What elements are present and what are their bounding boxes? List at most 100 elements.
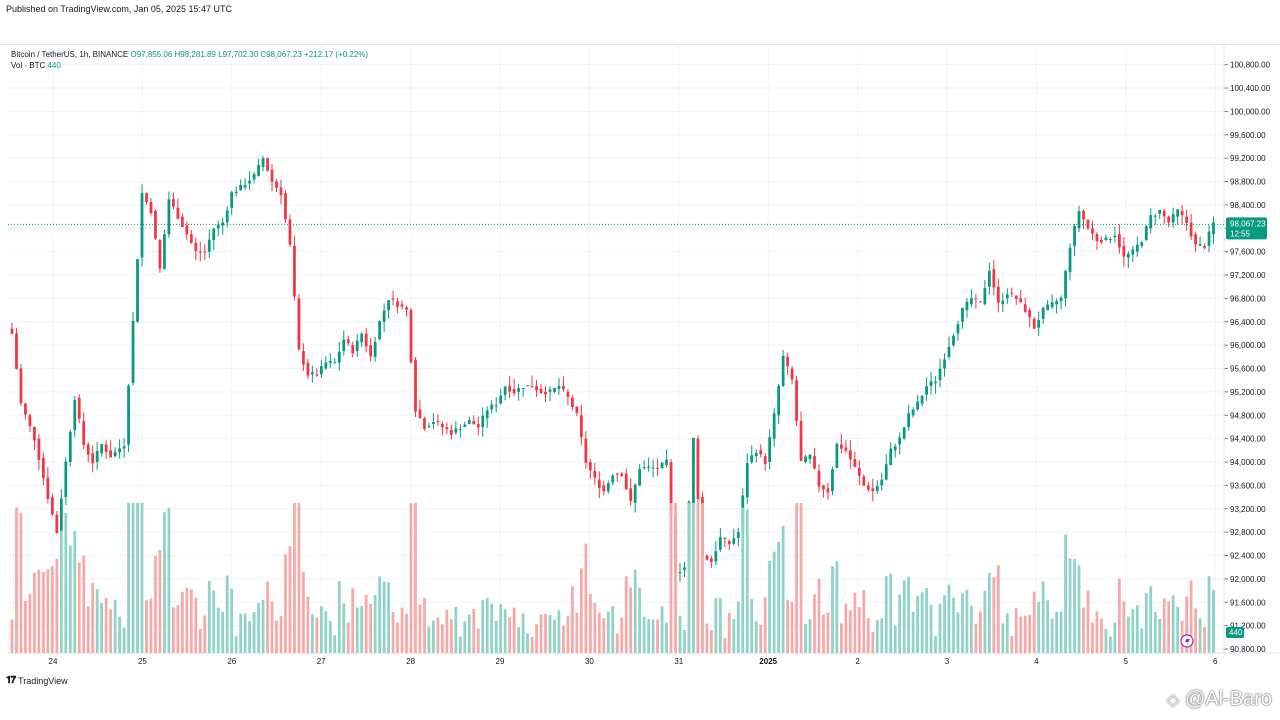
volume-bar bbox=[1095, 611, 1099, 653]
candle-body bbox=[333, 362, 337, 364]
volume-bar bbox=[1041, 581, 1045, 653]
volume-bar bbox=[140, 503, 144, 653]
volume-bar bbox=[1100, 618, 1103, 653]
volume-bar bbox=[100, 603, 104, 653]
volume-bar bbox=[638, 587, 642, 653]
volume-bar bbox=[373, 594, 377, 653]
candle-body bbox=[1194, 234, 1197, 245]
volume-bar bbox=[346, 622, 350, 653]
candle-body bbox=[638, 469, 642, 486]
volume-bar bbox=[615, 633, 619, 653]
price-chart[interactable]: 100,800.00 100,400.00 100,000.00 99,600.00 9… bbox=[0, 44, 1280, 672]
volume-bar bbox=[799, 503, 803, 653]
candle-body bbox=[911, 409, 915, 416]
candle-body bbox=[131, 320, 135, 384]
volume-bar bbox=[669, 503, 673, 653]
candle-body bbox=[1041, 307, 1045, 319]
brand-name: TradingView bbox=[18, 675, 68, 686]
volume-bar bbox=[176, 605, 180, 653]
candle-body bbox=[127, 385, 130, 445]
open-value: O97,855.06 bbox=[130, 50, 173, 59]
volume-bar bbox=[418, 604, 422, 653]
footer-brand[interactable]: 𝟏𝟕 TradingView bbox=[6, 675, 68, 686]
volume-bar bbox=[611, 606, 615, 653]
symbol-name[interactable]: Bitcoin / TetherUS, 1h, BINANCE bbox=[11, 50, 129, 59]
y-tick-label: 97,200.00 bbox=[1230, 271, 1266, 280]
volume-bar bbox=[243, 613, 247, 653]
volume-bar bbox=[360, 605, 364, 653]
volume-bar bbox=[324, 611, 328, 653]
candle-body bbox=[844, 447, 848, 451]
candle-body bbox=[342, 339, 346, 351]
candle-body bbox=[346, 339, 350, 344]
candle-body bbox=[781, 355, 785, 387]
volume-bar bbox=[790, 602, 794, 653]
volume-bar bbox=[476, 628, 480, 653]
candle-body bbox=[373, 341, 377, 357]
candle-body bbox=[257, 164, 260, 176]
candle-body bbox=[275, 181, 278, 188]
volume-bar bbox=[279, 616, 283, 653]
candle-body bbox=[1131, 249, 1135, 255]
volume-bar bbox=[46, 569, 50, 653]
candle-body bbox=[992, 269, 996, 288]
volume-bar bbox=[929, 604, 933, 653]
volume-bar bbox=[113, 599, 117, 653]
candle-body bbox=[315, 374, 319, 376]
candle-body bbox=[194, 242, 198, 251]
candle-body bbox=[777, 385, 781, 416]
candle-body bbox=[970, 298, 973, 305]
volume-bar bbox=[427, 626, 431, 653]
y-tick-label: 94,000.00 bbox=[1230, 458, 1266, 467]
candle-body bbox=[584, 438, 588, 463]
candle-body bbox=[1158, 209, 1162, 214]
candle-body bbox=[10, 328, 14, 334]
volume-bar bbox=[145, 600, 148, 653]
candle-body bbox=[230, 192, 234, 208]
volume-bar bbox=[441, 624, 444, 653]
y-tick-label: 99,600.00 bbox=[1230, 131, 1266, 140]
candle-body bbox=[786, 356, 789, 367]
x-tick-label: 3 bbox=[945, 657, 950, 666]
candle-body bbox=[732, 538, 736, 544]
volume-bar bbox=[508, 617, 512, 653]
volume-bar bbox=[275, 620, 278, 653]
candle-body bbox=[91, 453, 95, 464]
candle-body bbox=[562, 386, 565, 390]
candle-body bbox=[512, 388, 516, 394]
candle-body bbox=[73, 400, 77, 430]
candle-body bbox=[772, 413, 776, 439]
candle-body bbox=[1023, 304, 1027, 312]
published-caption: Published on TradingView.com, Jan 05, 20… bbox=[6, 4, 232, 14]
volume-bar bbox=[593, 602, 597, 653]
volume-bar bbox=[1010, 635, 1014, 653]
candle-body bbox=[436, 421, 440, 423]
candle-body bbox=[553, 387, 556, 392]
volume-bar bbox=[198, 628, 202, 653]
volume-bar bbox=[1104, 628, 1108, 653]
x-tick-label: 4 bbox=[1034, 657, 1039, 666]
candle-body bbox=[405, 307, 408, 310]
candle-body bbox=[180, 216, 184, 228]
candle-body bbox=[804, 456, 807, 463]
candle-body bbox=[615, 473, 619, 475]
candle-body bbox=[822, 485, 825, 490]
candle-body bbox=[198, 251, 202, 253]
candle-body bbox=[943, 359, 946, 369]
volume-bar bbox=[562, 625, 565, 653]
volume-bar bbox=[109, 609, 113, 653]
candle-body bbox=[427, 426, 431, 428]
candle-body bbox=[1126, 253, 1130, 258]
volume-bar bbox=[1077, 565, 1081, 653]
volume-bar bbox=[1176, 606, 1180, 653]
volume-bar bbox=[1198, 618, 1202, 653]
volume-label[interactable]: Vol · BTC bbox=[11, 61, 46, 70]
volume-bar bbox=[548, 615, 552, 653]
candle-body bbox=[907, 413, 911, 427]
volume-bar bbox=[189, 589, 193, 653]
x-tick-label: 26 bbox=[227, 657, 236, 666]
volume-bar bbox=[1158, 618, 1162, 653]
candle-body bbox=[279, 187, 283, 196]
y-tick-label: 99,200.00 bbox=[1230, 154, 1266, 163]
volume-bar bbox=[1131, 609, 1135, 653]
